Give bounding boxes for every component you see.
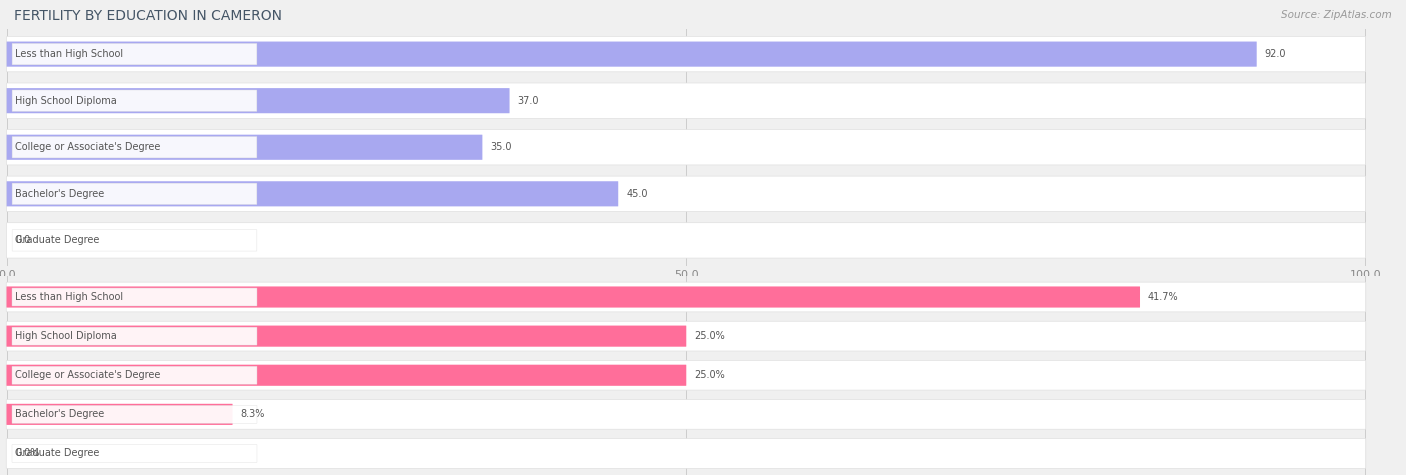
FancyBboxPatch shape bbox=[13, 288, 257, 306]
FancyBboxPatch shape bbox=[6, 438, 1365, 468]
FancyBboxPatch shape bbox=[13, 43, 257, 65]
FancyBboxPatch shape bbox=[7, 404, 232, 425]
FancyBboxPatch shape bbox=[7, 41, 1257, 66]
Text: High School Diploma: High School Diploma bbox=[15, 95, 117, 105]
FancyBboxPatch shape bbox=[7, 181, 619, 207]
Text: Source: ZipAtlas.com: Source: ZipAtlas.com bbox=[1281, 10, 1392, 19]
FancyBboxPatch shape bbox=[6, 321, 1365, 351]
Text: College or Associate's Degree: College or Associate's Degree bbox=[15, 370, 160, 380]
FancyBboxPatch shape bbox=[13, 230, 257, 251]
FancyBboxPatch shape bbox=[13, 183, 257, 204]
FancyBboxPatch shape bbox=[13, 366, 257, 384]
FancyBboxPatch shape bbox=[13, 137, 257, 158]
Text: 25.0%: 25.0% bbox=[695, 331, 725, 341]
Text: Less than High School: Less than High School bbox=[15, 49, 124, 59]
FancyBboxPatch shape bbox=[7, 135, 482, 160]
FancyBboxPatch shape bbox=[13, 445, 257, 463]
Text: Less than High School: Less than High School bbox=[15, 292, 124, 302]
FancyBboxPatch shape bbox=[6, 399, 1365, 429]
FancyBboxPatch shape bbox=[7, 286, 1140, 308]
FancyBboxPatch shape bbox=[7, 365, 686, 386]
Text: Graduate Degree: Graduate Degree bbox=[15, 236, 100, 246]
Text: 41.7%: 41.7% bbox=[1147, 292, 1178, 302]
FancyBboxPatch shape bbox=[7, 325, 686, 347]
FancyBboxPatch shape bbox=[7, 83, 1365, 118]
FancyBboxPatch shape bbox=[7, 130, 1365, 165]
FancyBboxPatch shape bbox=[7, 37, 1365, 72]
FancyBboxPatch shape bbox=[13, 327, 257, 345]
Text: Bachelor's Degree: Bachelor's Degree bbox=[15, 409, 104, 419]
FancyBboxPatch shape bbox=[13, 90, 257, 111]
Text: 0.0%: 0.0% bbox=[15, 448, 39, 458]
Text: 45.0: 45.0 bbox=[626, 189, 648, 199]
Text: Bachelor's Degree: Bachelor's Degree bbox=[15, 189, 104, 199]
Text: 92.0: 92.0 bbox=[1265, 49, 1286, 59]
Text: 25.0%: 25.0% bbox=[695, 370, 725, 380]
FancyBboxPatch shape bbox=[7, 88, 509, 113]
Text: High School Diploma: High School Diploma bbox=[15, 331, 117, 341]
Text: 8.3%: 8.3% bbox=[240, 409, 264, 419]
FancyBboxPatch shape bbox=[7, 176, 1365, 211]
FancyBboxPatch shape bbox=[6, 361, 1365, 390]
FancyBboxPatch shape bbox=[6, 282, 1365, 312]
Text: FERTILITY BY EDUCATION IN CAMERON: FERTILITY BY EDUCATION IN CAMERON bbox=[14, 10, 283, 23]
FancyBboxPatch shape bbox=[13, 405, 257, 423]
Text: Graduate Degree: Graduate Degree bbox=[15, 448, 100, 458]
Text: College or Associate's Degree: College or Associate's Degree bbox=[15, 142, 160, 152]
Text: 37.0: 37.0 bbox=[517, 95, 538, 105]
Text: 0.0: 0.0 bbox=[15, 236, 30, 246]
FancyBboxPatch shape bbox=[7, 223, 1365, 258]
Text: 35.0: 35.0 bbox=[491, 142, 512, 152]
